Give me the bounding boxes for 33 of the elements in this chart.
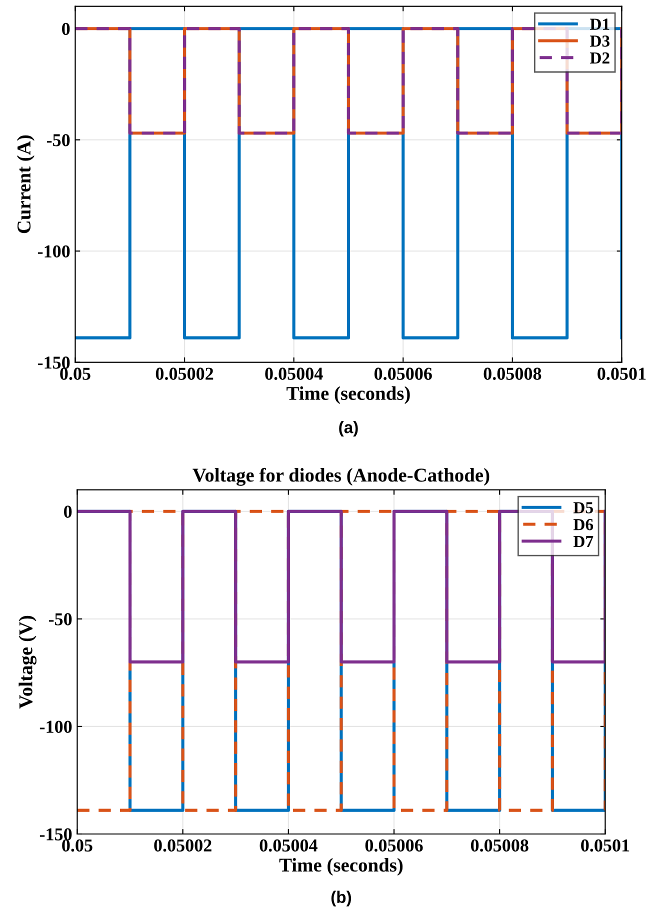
x-tick-label: 0.05008: [484, 368, 542, 380]
x-tick-label: 0.05004: [260, 839, 318, 852]
x-tick-label: 0.05: [62, 839, 92, 852]
y-tick-label: -50: [48, 613, 72, 626]
legend-label: D5: [573, 502, 593, 514]
x-tick-label: 0.05006: [365, 839, 423, 852]
x-tick-label: 0.05006: [374, 368, 432, 380]
x-tick-label: 0.05002: [156, 368, 214, 380]
x-tick-label: 0.05: [60, 368, 90, 380]
y-tick-label: -50: [46, 134, 70, 146]
legend-label: D3: [590, 36, 610, 47]
y-tick-label: 0: [62, 22, 70, 36]
x-axis-title: Time (seconds): [286, 386, 410, 404]
x-tick-label: 0.05002: [154, 839, 212, 852]
y-axis-title: Current (A): [16, 135, 35, 234]
x-tick-label: 0.0501: [598, 368, 646, 380]
chart-title: Voltage for diodes (Anode-Cathode): [192, 468, 490, 486]
x-tick-label: 0.05004: [265, 368, 323, 380]
x-axis-title: Time (seconds): [279, 858, 403, 876]
x-tick-label: 0.05008: [470, 839, 528, 852]
legend-label: D2: [590, 52, 610, 64]
y-tick-label: -100: [40, 720, 72, 733]
legend-label: D6: [573, 519, 594, 530]
x-tick-label: 0.0501: [581, 839, 630, 852]
y-axis-title: Voltage (V): [18, 616, 36, 709]
text: (b): [331, 890, 352, 906]
y-tick-label: -150: [38, 356, 70, 369]
y-tick-label: -100: [38, 245, 70, 258]
y-tick-label: 0: [64, 506, 72, 518]
legend-label: D7: [573, 536, 594, 547]
text: (a): [339, 421, 358, 437]
legend-label: D1: [590, 18, 610, 30]
y-tick-label: -150: [40, 828, 72, 840]
